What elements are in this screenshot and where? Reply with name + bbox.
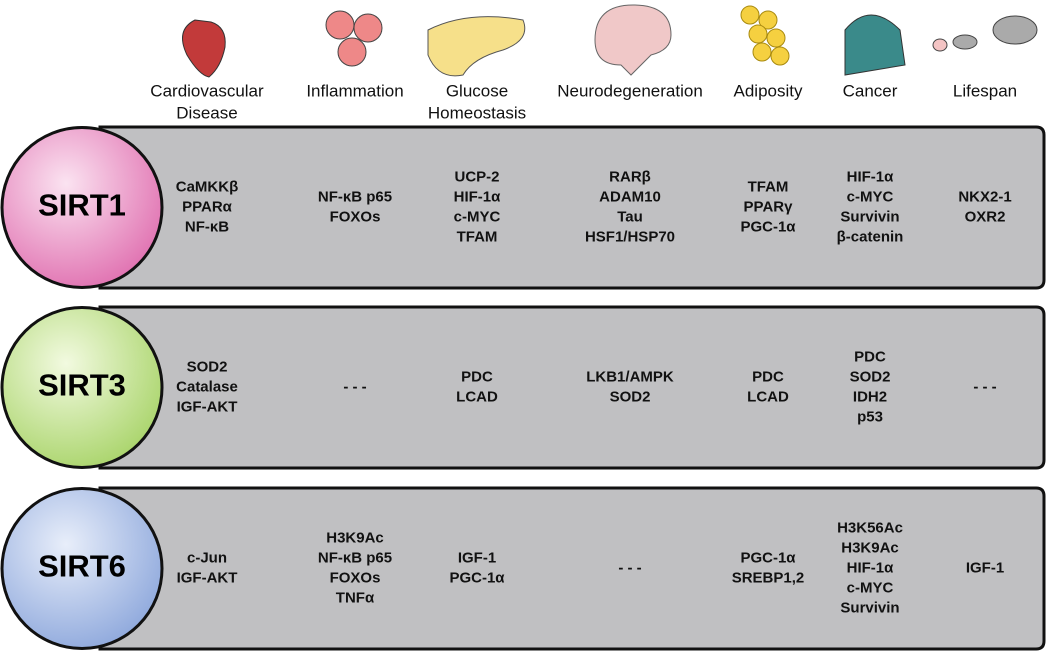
column-label: Cardiovascular xyxy=(150,81,264,100)
cell-text: H3K56Ac xyxy=(837,519,903,536)
cell-text: Survivin xyxy=(840,599,899,616)
fat-icon xyxy=(740,5,790,66)
cell-text: - - - xyxy=(343,378,366,395)
cell-icon xyxy=(353,13,383,43)
cell-text: PPARγ xyxy=(744,198,794,215)
cell-text: FOXOs xyxy=(330,208,381,225)
cell-text: TNFα xyxy=(336,589,375,606)
cell-text: CaMKKβ xyxy=(176,178,239,195)
cell-text: HSF1/HSP70 xyxy=(585,228,675,245)
cell-text: LCAD xyxy=(747,388,789,405)
cell-text: OXR2 xyxy=(965,208,1006,225)
cell-text: H3K9Ac xyxy=(841,539,899,556)
mouse-icon xyxy=(932,15,1038,52)
cell-text: PGC-1α xyxy=(740,549,796,566)
column-label: Inflammation xyxy=(306,81,403,100)
cell-text: TFAM xyxy=(457,228,498,245)
column-label: Adiposity xyxy=(734,81,803,100)
cell-text: NF-κB xyxy=(185,218,229,235)
table: Cardiovascular Disease Inflammation Glucose… xyxy=(0,81,1046,651)
cell-text: - - - xyxy=(973,378,996,395)
column-label: Neurodegeneration xyxy=(557,81,703,100)
column-label: Glucose xyxy=(446,81,508,100)
cell-text: IGF-1 xyxy=(966,559,1004,576)
column-label: Homeostasis xyxy=(428,103,526,122)
cell-text: Survivin xyxy=(840,208,899,225)
cell-text: PDC xyxy=(752,368,784,385)
cell-text: FOXOs xyxy=(330,569,381,586)
cell-text: Catalase xyxy=(176,378,238,395)
row-box xyxy=(98,125,1046,290)
cell-text: c-Jun xyxy=(187,549,227,566)
cell-icon xyxy=(325,10,355,40)
cell-text: p53 xyxy=(857,408,883,425)
sirt-name: SIRT3 xyxy=(38,368,126,403)
cell-text: H3K9Ac xyxy=(326,529,384,546)
cell-text: PPARα xyxy=(182,198,233,215)
sirt-circle xyxy=(0,306,164,469)
cell-text: c-MYC xyxy=(847,579,894,596)
cell-text: SOD2 xyxy=(610,388,651,405)
cell-text: TFAM xyxy=(748,178,789,195)
column-label: Cancer xyxy=(843,81,898,100)
cell-text: SOD2 xyxy=(187,358,228,375)
cell-text: NF-κB p65 xyxy=(318,549,392,566)
icons xyxy=(182,4,1038,78)
cell-text: ADAM10 xyxy=(599,188,661,205)
cell-text: HIF-1α xyxy=(454,188,502,205)
sirt-name: SIRT6 xyxy=(38,549,126,584)
sirt-name: SIRT1 xyxy=(38,188,126,223)
heart-icon xyxy=(182,19,226,78)
cell-text: PDC xyxy=(461,368,493,385)
cell-text: SOD2 xyxy=(850,368,891,385)
cell-text: - - - xyxy=(618,559,641,576)
cell-text: PGC-1α xyxy=(740,218,796,235)
cell-text: LCAD xyxy=(456,388,498,405)
cell-text: PDC xyxy=(854,348,886,365)
brain-icon xyxy=(594,4,672,76)
cell-text: IDH2 xyxy=(853,388,887,405)
sirt-circle xyxy=(0,126,164,289)
cell-text: NF-κB p65 xyxy=(318,188,392,205)
cell-icon xyxy=(337,37,367,67)
cell-text: NKX2-1 xyxy=(958,188,1011,205)
cell-text: Tau xyxy=(617,208,643,225)
cell-text: β-catenin xyxy=(837,228,904,245)
cell-text: UCP-2 xyxy=(454,168,499,185)
row-box xyxy=(98,305,1046,470)
column-label: Disease xyxy=(176,103,237,122)
tumor-icon xyxy=(844,14,906,76)
sirt-circle xyxy=(0,487,164,650)
cell-text: PGC-1α xyxy=(449,569,505,586)
row-box xyxy=(98,486,1046,651)
cell-text: RARβ xyxy=(609,168,651,185)
pancreas-icon xyxy=(427,16,526,77)
cell-text: c-MYC xyxy=(454,208,501,225)
column-label: Lifespan xyxy=(953,81,1017,100)
cell-text: LKB1/AMPK xyxy=(586,368,674,385)
cell-text: IGF-1 xyxy=(458,549,496,566)
cell-text: SREBP1,2 xyxy=(732,569,805,586)
cell-text: IGF-AKT xyxy=(177,398,238,415)
cell-text: HIF-1α xyxy=(847,168,895,185)
cell-text: c-MYC xyxy=(847,188,894,205)
cell-text: IGF-AKT xyxy=(177,569,238,586)
cell-text: HIF-1α xyxy=(847,559,895,576)
